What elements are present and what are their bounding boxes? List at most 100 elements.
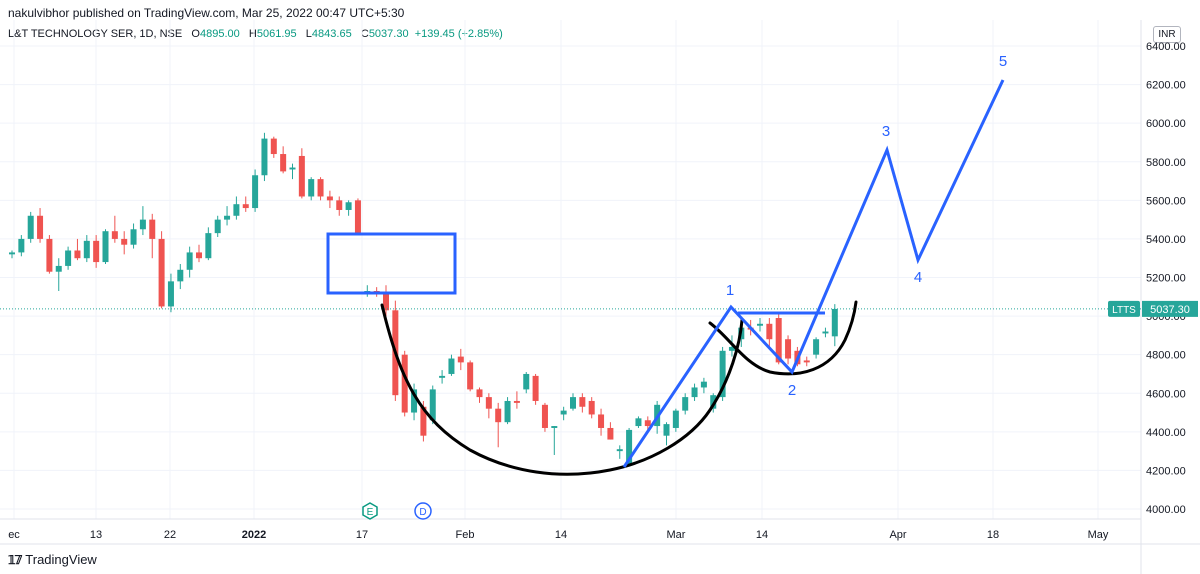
candle-body xyxy=(523,373,530,390)
y-tick-label: 5800.00 xyxy=(1146,157,1186,169)
axes: 4000.004200.004400.004600.004800.005000.… xyxy=(8,41,1186,541)
candle-body xyxy=(130,229,137,245)
close-value: 5037.30 xyxy=(368,28,409,40)
x-tick-label: ec xyxy=(8,529,20,541)
x-tick-label: Feb xyxy=(456,529,475,541)
candle-body xyxy=(111,231,118,239)
open-label: O xyxy=(191,28,200,40)
candle-body xyxy=(504,400,511,423)
candle-body xyxy=(37,215,44,239)
candle-body xyxy=(803,360,810,363)
price-tag-symbol-box xyxy=(1108,300,1140,317)
grid xyxy=(0,20,1141,519)
candle-body xyxy=(457,356,464,363)
candle-body xyxy=(775,318,782,363)
candle-body xyxy=(607,427,614,440)
wave-label-1: 1 xyxy=(726,282,734,299)
candle-body xyxy=(298,155,305,197)
low-label: L xyxy=(305,28,312,40)
candle-body xyxy=(822,331,829,334)
candle-body xyxy=(691,387,698,398)
candle-body xyxy=(289,167,296,170)
candle-body xyxy=(560,410,567,415)
currency-badge[interactable]: INR xyxy=(1153,26,1181,43)
gap-box xyxy=(326,232,457,295)
tradingview-logo-icon: 𝟙𝟟 xyxy=(8,552,22,567)
candle-body xyxy=(242,204,249,209)
candle-body xyxy=(663,424,670,436)
candle-body xyxy=(813,339,820,355)
high-value: 5061.95 xyxy=(256,28,297,40)
y-tick-label: 4600.00 xyxy=(1146,388,1186,400)
candle-body xyxy=(121,238,128,245)
wave-label-4: 4 xyxy=(914,269,922,286)
candle-body xyxy=(728,346,735,351)
candle-body xyxy=(9,252,15,255)
y-tick-label: 5200.00 xyxy=(1146,273,1186,285)
candle-body xyxy=(65,250,72,266)
candle-body xyxy=(336,200,343,210)
x-tick-label: Mar xyxy=(667,529,686,541)
x-tick-label: 14 xyxy=(756,529,768,541)
candle-body xyxy=(700,381,707,388)
candle-body xyxy=(214,219,221,234)
elliott-wave-path xyxy=(622,79,1005,468)
symbol-name: L&T TECHNOLOGY SER, 1D, NSE xyxy=(8,28,183,40)
candle-body xyxy=(139,219,146,230)
high-label: H xyxy=(248,28,257,40)
candle-body xyxy=(196,252,202,259)
candle-body xyxy=(317,179,324,197)
cup-curve xyxy=(380,303,744,476)
x-tick-label: 18 xyxy=(987,529,999,541)
x-tick-label: 22 xyxy=(164,529,176,541)
y-tick-label: 6200.00 xyxy=(1146,80,1186,92)
candle-body xyxy=(326,196,333,201)
y-tick-label: 4200.00 xyxy=(1146,465,1186,477)
y-tick-label: 6400.00 xyxy=(1146,41,1186,53)
wave-label-2: 2 xyxy=(788,382,796,399)
x-tick-label: 13 xyxy=(90,529,102,541)
last-price-tag: LTTS 5037.30 xyxy=(1108,300,1198,317)
dividend-marker-label: D xyxy=(419,507,426,518)
candle-body xyxy=(383,292,389,311)
handle-curve xyxy=(708,300,858,376)
candle-body xyxy=(83,240,90,259)
candle-body xyxy=(158,238,165,307)
candle-body xyxy=(411,389,418,413)
candle-body xyxy=(672,410,679,428)
candle-body xyxy=(598,414,605,428)
candle-body xyxy=(102,231,109,263)
candle-body xyxy=(588,400,595,415)
earnings-marker-label: E xyxy=(367,507,374,518)
x-tick-label: Apr xyxy=(889,529,906,541)
wave-label-5: 5 xyxy=(999,53,1007,70)
candle-body xyxy=(149,219,156,239)
candle-body xyxy=(93,240,100,263)
low-value: 4843.65 xyxy=(311,28,352,40)
y-tick-label: 5400.00 xyxy=(1146,234,1186,246)
candle-body xyxy=(513,400,520,403)
footer: 𝟙𝟟 TradingView xyxy=(8,552,97,567)
open-value: 4895.00 xyxy=(199,28,240,40)
price-tag-value: 5037.30 xyxy=(1150,304,1190,316)
candle-body xyxy=(495,408,502,423)
footer-brand: TradingView xyxy=(25,552,97,567)
candle-body xyxy=(626,429,633,465)
price-tag-symbol: LTTS xyxy=(1112,305,1136,316)
candle-body xyxy=(616,449,623,452)
candle-body xyxy=(205,233,212,259)
candle-body xyxy=(233,204,240,216)
candle-body xyxy=(252,175,259,209)
drawings xyxy=(326,79,1005,476)
symbol-legend: L&T TECHNOLOGY SER, 1D, NSE O4895.00 H50… xyxy=(8,28,503,40)
candle-body xyxy=(354,200,361,234)
candle-body xyxy=(308,179,315,197)
x-tick-label: 14 xyxy=(555,529,567,541)
candle-body xyxy=(766,323,773,340)
x-tick-label: 17 xyxy=(356,529,368,541)
y-tick-label: 5600.00 xyxy=(1146,195,1186,207)
candle-body xyxy=(46,238,53,272)
wave-label-3: 3 xyxy=(882,123,890,140)
